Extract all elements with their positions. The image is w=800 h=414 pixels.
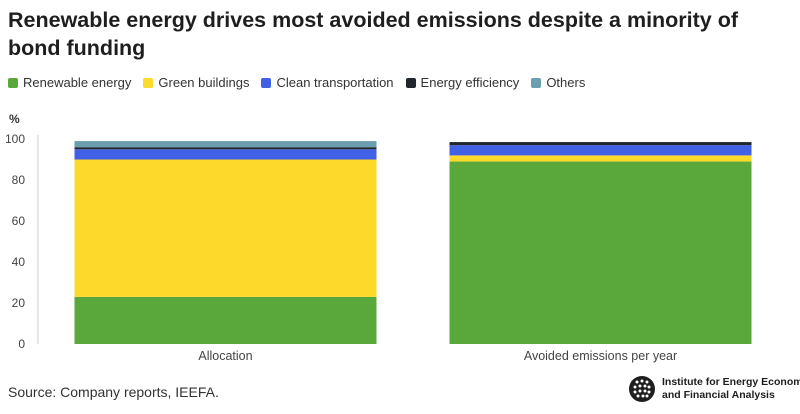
y-axis-unit-label: %	[9, 112, 20, 126]
x-category-label-0: Allocation	[198, 349, 252, 363]
legend-swatch-green-buildings	[143, 77, 154, 88]
logo-text: Institute for Energy Economics and Finan…	[662, 376, 800, 401]
y-tick-label-80: 80	[12, 173, 26, 187]
legend-item-green-buildings: Green buildings	[143, 75, 249, 90]
bar-segment-allocation-energy-efficiency	[74, 147, 377, 150]
bar-segment-allocation-green-buildings	[74, 159, 377, 297]
globe-icon	[629, 376, 655, 402]
ieefa-logo: Institute for Energy Economics and Finan…	[628, 375, 800, 403]
source-note: Source: Company reports, IEEFA.	[8, 384, 219, 400]
y-tick-label-40: 40	[12, 255, 26, 269]
legend-label-energy-efficiency: Energy efficiency	[420, 75, 520, 90]
y-tick-label-100: 100	[5, 132, 25, 146]
legend-label-others: Others	[546, 75, 586, 90]
legend-label-clean-transportation: Clean transportation	[276, 75, 394, 90]
bar-segment-avoided-emissions-per-year-clean-transportation	[449, 145, 752, 156]
legend-item-renewable-energy: Renewable energy	[8, 75, 131, 90]
bar-segment-avoided-emissions-per-year-renewable-energy	[449, 161, 752, 344]
y-tick-label-0: 0	[18, 337, 25, 351]
y-tick-label-20: 20	[12, 296, 26, 310]
legend-item-energy-efficiency: Energy efficiency	[405, 75, 520, 90]
legend-item-others: Others	[531, 75, 585, 90]
x-category-label-1: Avoided emissions per year	[524, 349, 677, 363]
bar-segment-avoided-emissions-per-year-green-buildings	[449, 155, 752, 162]
legend-item-clean-transportation: Clean transportation	[261, 75, 394, 90]
legend-label-renewable-energy: Renewable energy	[23, 75, 132, 90]
legend-swatch-renewable-energy	[8, 77, 18, 88]
y-tick-label-60: 60	[12, 214, 26, 228]
legend-swatch-others	[531, 77, 542, 88]
legend-label-green-buildings: Green buildings	[158, 75, 250, 90]
chart-title: Renewable energy drives most avoided emi…	[8, 8, 739, 60]
bar-segment-allocation-others	[74, 141, 377, 148]
legend-swatch-energy-efficiency	[405, 77, 416, 88]
legend-swatch-clean-transportation	[261, 77, 272, 88]
bar-segment-allocation-renewable-energy	[74, 296, 377, 344]
legend: Renewable energy Green buildings Clean t…	[8, 75, 585, 90]
bar-segment-allocation-clean-transportation	[74, 149, 377, 160]
bar-segment-avoided-emissions-per-year-energy-efficiency	[449, 142, 752, 146]
